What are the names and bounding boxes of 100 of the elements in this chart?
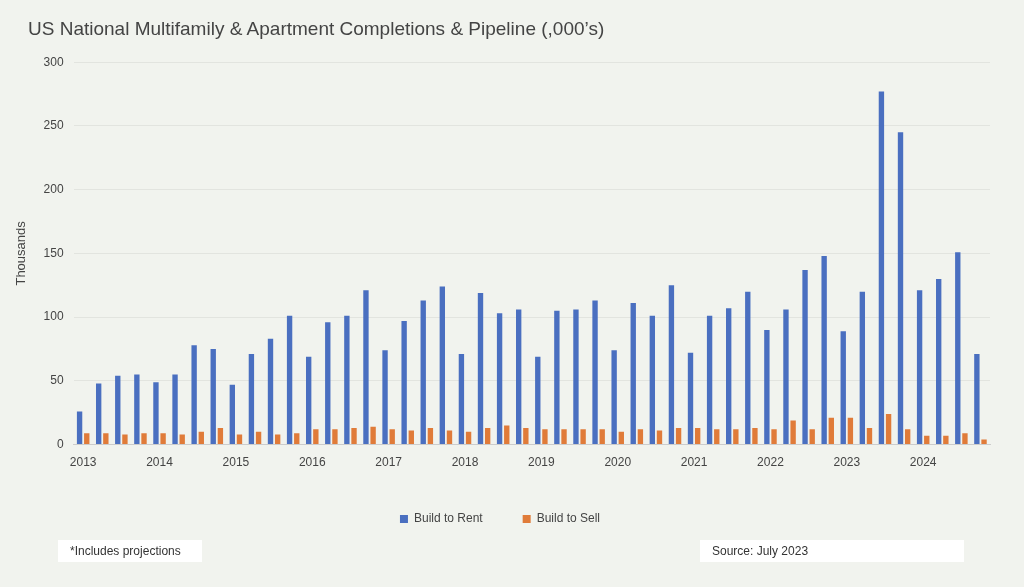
x-tick-label: 2014: [146, 455, 174, 470]
bar: [95, 383, 102, 445]
bar: [687, 352, 694, 445]
bar: [611, 350, 617, 445]
bar: [580, 429, 586, 445]
bar: [943, 435, 949, 445]
x-tick-label: 2013: [69, 455, 97, 470]
y-tick-label: 0: [56, 436, 64, 451]
bar: [802, 269, 808, 445]
bar: [229, 384, 235, 445]
bar: [974, 354, 980, 445]
bar: [897, 132, 904, 445]
bar: [955, 252, 961, 445]
bar: [427, 428, 434, 445]
bar: [344, 315, 350, 445]
y-tick-label: 200: [43, 181, 64, 196]
bar: [255, 431, 262, 445]
bar: [477, 292, 484, 445]
bar: [668, 285, 675, 445]
bar: [847, 417, 854, 445]
bar: [542, 429, 548, 445]
bar: [962, 433, 968, 445]
bar: [733, 429, 739, 445]
bar: [904, 429, 911, 445]
y-tick-label: 250: [43, 118, 64, 133]
bar: [675, 428, 682, 445]
bar: [286, 315, 293, 445]
bar: [752, 428, 758, 445]
bar: [236, 434, 243, 445]
chart-title: US National Multifamily & Apartment Completions & Pipeline (,000’s): [28, 18, 605, 40]
bar: [726, 308, 732, 445]
bar: [764, 329, 770, 445]
bar: [313, 429, 319, 445]
bar: [504, 425, 510, 445]
bar: [936, 278, 942, 445]
bar: [783, 309, 789, 445]
x-tick-label: 2016: [298, 455, 326, 470]
bar: [76, 411, 83, 445]
legend-label: Build to Rent: [413, 511, 484, 526]
bar: [210, 349, 216, 445]
x-tick-label: 2018: [451, 455, 479, 470]
bar: [821, 255, 827, 445]
x-tick-label: 2017: [375, 455, 403, 470]
bar: [771, 429, 777, 445]
bar: [389, 429, 395, 445]
x-tick-label: 2022: [757, 455, 785, 470]
x-tick-label: 2020: [604, 455, 632, 470]
bar: [351, 428, 357, 445]
y-axis-title: Thousands: [13, 220, 29, 286]
bar: [134, 374, 140, 445]
bar: [630, 303, 636, 445]
bar: [706, 315, 713, 445]
bar: [332, 429, 338, 445]
y-tick-label: 300: [43, 54, 64, 69]
bar: [599, 429, 605, 445]
bar: [516, 309, 522, 445]
bar: [554, 310, 560, 445]
bar: [649, 315, 656, 445]
bar: [618, 431, 624, 445]
bar: [484, 428, 491, 445]
bar: [294, 433, 300, 445]
bar: [274, 434, 281, 445]
bar: [115, 375, 121, 445]
bar: [465, 431, 472, 445]
bar: [439, 286, 446, 445]
bar: [458, 354, 465, 445]
bar: [523, 428, 529, 445]
bar: [382, 350, 388, 445]
x-tick-label: 2019: [528, 455, 556, 470]
bar: [885, 414, 892, 445]
x-tick-label: 2023: [833, 455, 861, 470]
bar: [828, 417, 834, 445]
bar: [153, 382, 159, 445]
bar: [160, 433, 166, 445]
bar: [172, 374, 178, 445]
bar: [535, 356, 541, 445]
bar: [370, 426, 376, 445]
text: *Includes projections: [58, 540, 202, 562]
bar: [248, 354, 255, 445]
y-tick-label: 150: [43, 245, 64, 260]
bar: [401, 320, 407, 445]
bar: [420, 300, 426, 445]
bar: [809, 429, 815, 445]
bar: [573, 309, 579, 445]
y-tick-label: 100: [43, 309, 64, 324]
x-tick-label: 2015: [222, 455, 250, 470]
bar: [179, 434, 185, 445]
bar: [637, 429, 644, 445]
bar: [859, 291, 866, 445]
bar: [217, 428, 224, 445]
bar: [306, 356, 312, 445]
bar: [103, 433, 109, 445]
y-tick-label: 50: [50, 373, 64, 388]
bar: [191, 345, 197, 445]
bar: [790, 420, 796, 445]
bar: [714, 429, 720, 445]
bar: [267, 338, 274, 445]
bar: [840, 331, 846, 445]
bar: [878, 91, 885, 445]
source-note: Source: July 2023: [700, 540, 964, 562]
